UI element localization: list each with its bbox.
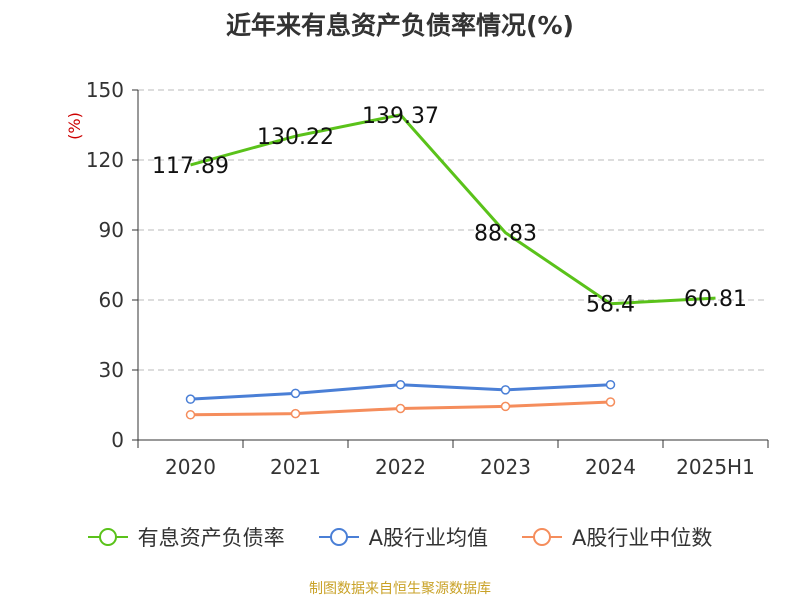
data-labels: 117.89 130.22 139.37 88.83 58.4 60.81 <box>152 104 747 318</box>
series-point-1 <box>395 379 406 390</box>
x-tick-label: 2020 <box>165 455 216 479</box>
y-tick-label: 90 <box>99 218 124 242</box>
series-point-1 <box>185 394 196 404</box>
legend-item-series-0[interactable]: 有息资产负债率 <box>87 522 285 552</box>
series-point-2 <box>500 401 511 412</box>
chart-title: 近年来有息资产负债率情况(%) <box>226 11 574 40</box>
source-note: 制图数据来自恒生聚源数据库 <box>309 581 491 597</box>
legend-marker-icon <box>87 528 128 546</box>
legend-item-series-1[interactable]: A股行业均值 <box>318 522 488 552</box>
data-label: 58.4 <box>586 293 635 318</box>
y-tick-label: 0 <box>111 428 124 452</box>
grid-lines <box>138 89 768 371</box>
y-tick-label: 30 <box>99 358 124 382</box>
axes: 0 30 60 90 120 150 2020 2021 2022 2023 2024 2025H1 (… <box>65 78 769 479</box>
data-label: 88.83 <box>474 222 537 247</box>
series-point-2 <box>395 403 406 414</box>
series-lines <box>185 113 716 420</box>
legend-label: 有息资产负债率 <box>137 526 285 550</box>
legend: 有息资产负债率 A股行业均值 A股行业中位数 <box>0 520 800 554</box>
series-point-1 <box>605 379 616 390</box>
y-tick-label: 150 <box>86 78 124 102</box>
x-tick-label: 2022 <box>375 455 426 479</box>
series-point-2 <box>290 408 301 419</box>
legend-label: A股行业中位数 <box>572 526 713 550</box>
legend-item-series-2[interactable]: A股行业中位数 <box>522 522 712 552</box>
data-label: 139.37 <box>362 104 439 129</box>
y-axis-unit-label: (%) <box>65 112 84 140</box>
data-label: 130.22 <box>257 125 334 150</box>
data-label: 60.81 <box>684 287 747 312</box>
legend-marker-icon <box>318 528 359 546</box>
y-tick-label: 120 <box>86 148 124 172</box>
legend-marker-icon <box>522 528 562 546</box>
series-point-2 <box>605 397 616 407</box>
y-tick-label: 60 <box>99 288 124 312</box>
series-point-1 <box>500 385 511 395</box>
series-point-2 <box>185 410 196 420</box>
legend-label: A股行业均值 <box>368 526 488 550</box>
series-point-1 <box>290 388 301 399</box>
x-tick-label: 2023 <box>480 455 531 479</box>
x-tick-label: 2025H1 <box>676 455 755 479</box>
x-tick-label: 2024 <box>585 455 636 479</box>
series-line-0 <box>190 113 716 306</box>
data-label: 117.89 <box>152 154 229 179</box>
x-tick-label: 2021 <box>270 455 321 479</box>
